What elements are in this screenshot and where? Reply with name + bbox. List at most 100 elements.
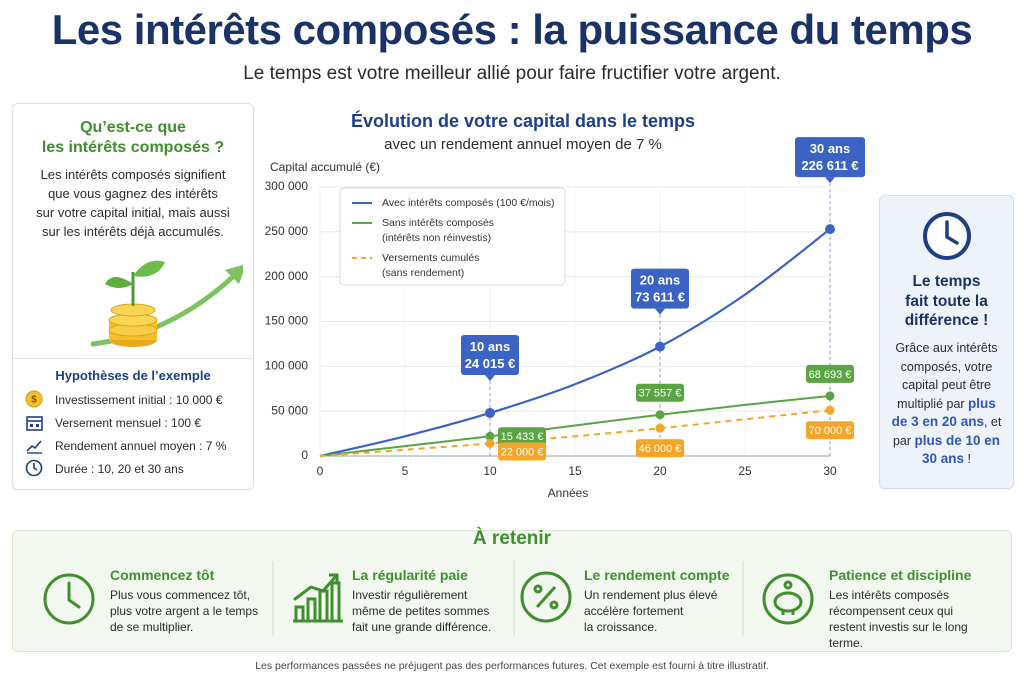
takeaway-line: plus votre argent a le temps <box>110 604 259 618</box>
point-marker <box>485 431 495 441</box>
hypothesis-text: Durée : 10, 20 et 30 ans <box>55 461 184 476</box>
right-title: Le temps fait toute la différence ! <box>880 272 1013 331</box>
series-line <box>319 394 831 457</box>
point-marker <box>485 438 495 448</box>
annotation-box <box>806 421 854 440</box>
x-tick-label: 10 <box>483 464 497 478</box>
legend-label: Versements cumulés <box>382 252 479 264</box>
left-body-line: sur les intérêts déjà accumulés. <box>41 224 225 239</box>
hypothesis-icon <box>26 440 42 454</box>
annotation: 22 000 € <box>498 442 546 461</box>
takeaway-item: Patience et discipline Les intérêts compo… <box>829 567 999 651</box>
annotation-pointer <box>485 374 495 381</box>
y-axis-label: Capital accumulé (€) <box>270 160 380 174</box>
hypothesis-text: Investissement initial : 10 000 € <box>55 392 223 407</box>
legend-note: (sans rendement) <box>382 267 464 279</box>
hypothesis-icon: $ <box>25 390 43 408</box>
legend-note: (intérêts non réinvestis) <box>382 232 491 244</box>
takeaway-line: de se multiplier. <box>110 620 194 634</box>
takeaway-line: Investir régulièrement <box>352 588 468 602</box>
left-body: Les intérêts composés signifient que vous… <box>13 165 253 241</box>
right-title-line: fait toute la <box>905 292 988 310</box>
right-title-line: Le temps <box>912 273 981 290</box>
takeaway-line: la croissance. <box>584 620 658 634</box>
annotation-box <box>631 268 689 309</box>
chart-title: Évolution de votre capital dans le temps <box>351 110 695 131</box>
annotation-text: 70 000 € <box>809 425 852 437</box>
x-tick-label: 0 <box>317 464 324 478</box>
x-tick-label: 5 <box>402 464 409 478</box>
annotation-text: 68 693 € <box>809 369 852 381</box>
takeaway-title: Le rendement compte <box>584 567 730 583</box>
point-marker <box>655 410 665 420</box>
annotation-text: 22 000 € <box>501 446 544 458</box>
point-marker <box>655 341 665 352</box>
annotation-box <box>636 383 684 402</box>
point-marker <box>825 224 835 235</box>
clock-icon <box>923 212 971 260</box>
left-title: Qu’est-ce que les intérêts composés ? <box>13 118 253 158</box>
takeaway-line: Un rendement plus élevé <box>584 588 718 602</box>
hypothesis-icon <box>26 416 43 431</box>
annotation-text: 37 557 € <box>639 388 682 400</box>
annotation: 10 ans 24 015 € <box>461 334 519 381</box>
annotation-box <box>795 137 865 178</box>
hypothesis-item: $ Investissement initial : 10 000 € <box>25 388 250 411</box>
left-body-line: Les intérêts composés signifient <box>40 167 226 182</box>
hypothesis-icon <box>25 459 43 477</box>
legend: Avec intérêts composés (100 €/mois) Sans … <box>339 187 566 286</box>
takeaways-title: À retenir <box>472 528 552 549</box>
footer: Les performances passées ne préjugent pa… <box>255 660 769 672</box>
right-body-text: Grâce aux intérêts composés, votre capit… <box>895 341 998 411</box>
y-tick-label: 150 000 <box>265 314 309 328</box>
x-tick-label: 20 <box>653 464 667 478</box>
annotation-text: 73 611 € <box>635 290 685 305</box>
annotation: 46 000 € <box>636 439 684 458</box>
takeaway-line: même de petites sommes <box>352 604 490 618</box>
annotation: 68 693 € <box>806 364 854 383</box>
point-marker <box>655 423 665 433</box>
legend-box <box>339 187 566 286</box>
y-tick-label: 50 000 <box>271 403 308 417</box>
left-title-line: les intérêts composés ? <box>41 139 225 156</box>
divider <box>13 358 253 359</box>
annotation-text: 20 ans <box>640 273 680 288</box>
annotation-text: 10 ans <box>470 339 510 354</box>
annotation-text: 46 000 € <box>639 443 682 455</box>
annotation: 37 557 € <box>636 383 684 402</box>
page-subtitle: Le temps est votre meilleur allié pour f… <box>243 63 781 84</box>
hypothesis-item: Durée : 10, 20 et 30 ans <box>25 457 250 480</box>
annotation-text: 30 ans <box>810 141 850 156</box>
hypothesis-text: Versement mensuel : 100 € <box>55 415 202 430</box>
annotation-box <box>461 334 519 375</box>
chart-subtitle: avec un rendement annuel moyen de 7 % <box>384 136 662 153</box>
takeaways-panel: À retenir Commencez tôt Plus vous commenc… <box>12 528 1012 652</box>
takeaway-title: La régularité paie <box>352 567 468 583</box>
annotation: 70 000 € <box>806 421 854 440</box>
annotation: 15 433 € <box>498 427 546 446</box>
annotation-pointer <box>825 177 835 184</box>
series-line <box>319 228 831 458</box>
right-body-text: , et par <box>892 415 1002 448</box>
right-body: Grâce aux intérêts composés, votre capit… <box>889 339 1004 469</box>
takeaway-line: Les intérêts composés <box>829 588 950 602</box>
point-marker <box>485 407 495 418</box>
hypotheses-title: Hypothèses de l’exemple <box>55 368 211 383</box>
hypotheses-list: $ Investissement initial : 10 000 € Versem… <box>25 388 250 480</box>
plant-illustration <box>90 260 243 347</box>
annotation-box <box>636 439 684 458</box>
chart: Évolution de votre capital dans le temps… <box>265 110 865 500</box>
takeaway-line: accélère fortement <box>584 604 684 618</box>
page-title: Les intérêts composés : la puissance du … <box>51 6 973 53</box>
hypothesis-item: Versement mensuel : 100 € <box>25 411 250 434</box>
y-tick-label: 100 000 <box>265 359 309 373</box>
annotation-text: 15 433 € <box>501 431 544 443</box>
x-tick-label: 15 <box>568 464 582 478</box>
point-marker <box>825 391 835 401</box>
svg-text:$: $ <box>31 395 37 406</box>
takeaway-item: La régularité paie Investir régulièrement… <box>352 567 522 635</box>
hypothesis-text: Rendement annuel moyen : 7 % <box>55 438 227 453</box>
takeaway-line: fait une grande différence. <box>352 620 492 634</box>
takeaway-title: Patience et discipline <box>829 567 972 583</box>
takeaway-line: récompensent ceux qui <box>829 604 954 618</box>
